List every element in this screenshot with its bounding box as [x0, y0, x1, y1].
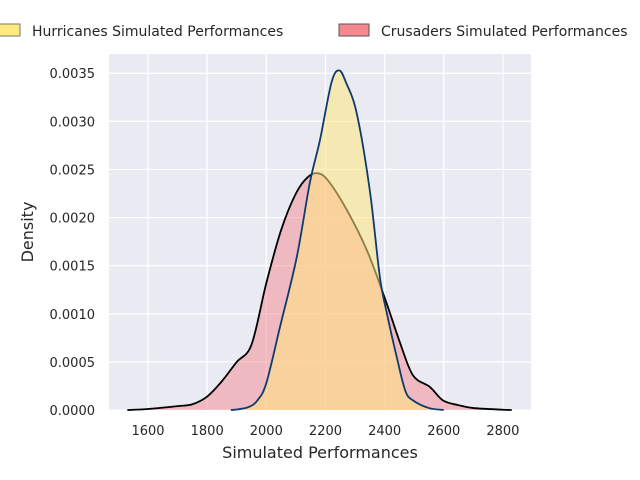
y-tick-label: 0.0015	[50, 260, 96, 275]
x-tick-label: 2600	[427, 424, 460, 439]
legend: Hurricanes Simulated Performances Crusad…	[0, 23, 627, 40]
x-tick-label: 1800	[191, 424, 224, 439]
y-axis-label: Density	[18, 202, 37, 263]
y-tick-label: 0.0000	[50, 404, 96, 419]
y-tick-label: 0.0005	[50, 356, 96, 371]
y-tick-label: 0.0035	[50, 67, 96, 82]
x-tick-label: 2400	[368, 424, 401, 439]
legend-label-hurricanes: Hurricanes Simulated Performances	[32, 24, 283, 40]
legend-swatch-hurricanes	[0, 23, 21, 37]
density-line-hurricanes	[230, 69, 444, 411]
x-tick-label: 2200	[309, 424, 342, 439]
legend-label-crusaders: Crusaders Simulated Performances	[381, 24, 627, 40]
x-tick-label: 2000	[250, 424, 283, 439]
x-axis-label: Simulated Performances	[222, 443, 418, 462]
x-tick-label: 1600	[131, 424, 164, 439]
density-area-hurricanes	[230, 70, 444, 411]
y-tick-label: 0.0025	[50, 163, 96, 178]
y-tick-label: 0.0020	[50, 212, 96, 227]
y-tick-label: 0.0010	[50, 308, 96, 323]
x-tick-label: 2800	[486, 424, 519, 439]
legend-swatch-crusaders	[338, 23, 370, 37]
y-tick-label: 0.0030	[50, 115, 96, 130]
